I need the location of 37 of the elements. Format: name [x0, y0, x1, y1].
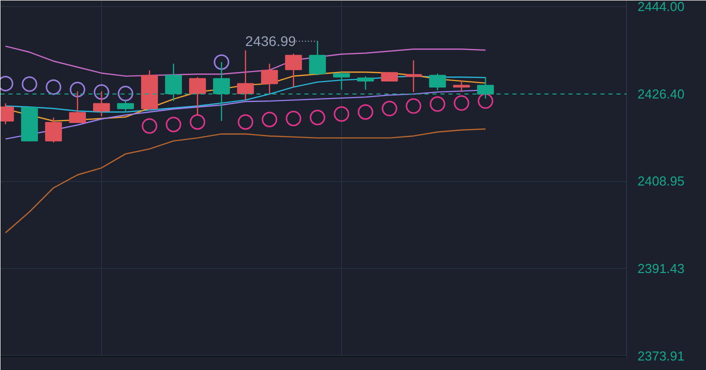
point — [382, 100, 398, 116]
point — [46, 79, 62, 95]
point — [214, 54, 230, 70]
candlestick — [429, 73, 446, 91]
point — [70, 82, 86, 98]
y-tick-label: 2408.95 — [638, 174, 684, 189]
point — [118, 86, 134, 102]
point — [286, 110, 302, 126]
point — [430, 96, 446, 112]
candlestick — [45, 116, 62, 144]
point — [238, 114, 254, 130]
annotation: 2436.99 — [245, 33, 296, 50]
ref-line-label: 2426.40 — [638, 86, 684, 102]
y-tick-label: 2373.91 — [638, 348, 684, 364]
point — [262, 112, 278, 128]
y-tick-label: 2444.00 — [638, 0, 684, 14]
candlestick — [357, 76, 374, 90]
candlestick — [333, 71, 350, 90]
candlestick — [237, 50, 254, 101]
candlestick — [405, 60, 422, 93]
candlestick — [309, 40, 326, 76]
point — [334, 106, 350, 122]
point — [478, 93, 494, 109]
point — [94, 84, 110, 100]
point — [166, 116, 182, 132]
candlestick — [453, 80, 470, 93]
point — [190, 114, 206, 130]
point — [310, 110, 326, 126]
y-tick-label: 2391.43 — [638, 261, 684, 276]
candlestick — [285, 53, 302, 88]
point — [406, 98, 422, 114]
line-series — [4, 128, 486, 234]
point — [454, 95, 470, 111]
point — [22, 76, 38, 92]
candlestick — [261, 63, 278, 94]
point — [142, 118, 158, 134]
point — [358, 104, 374, 120]
